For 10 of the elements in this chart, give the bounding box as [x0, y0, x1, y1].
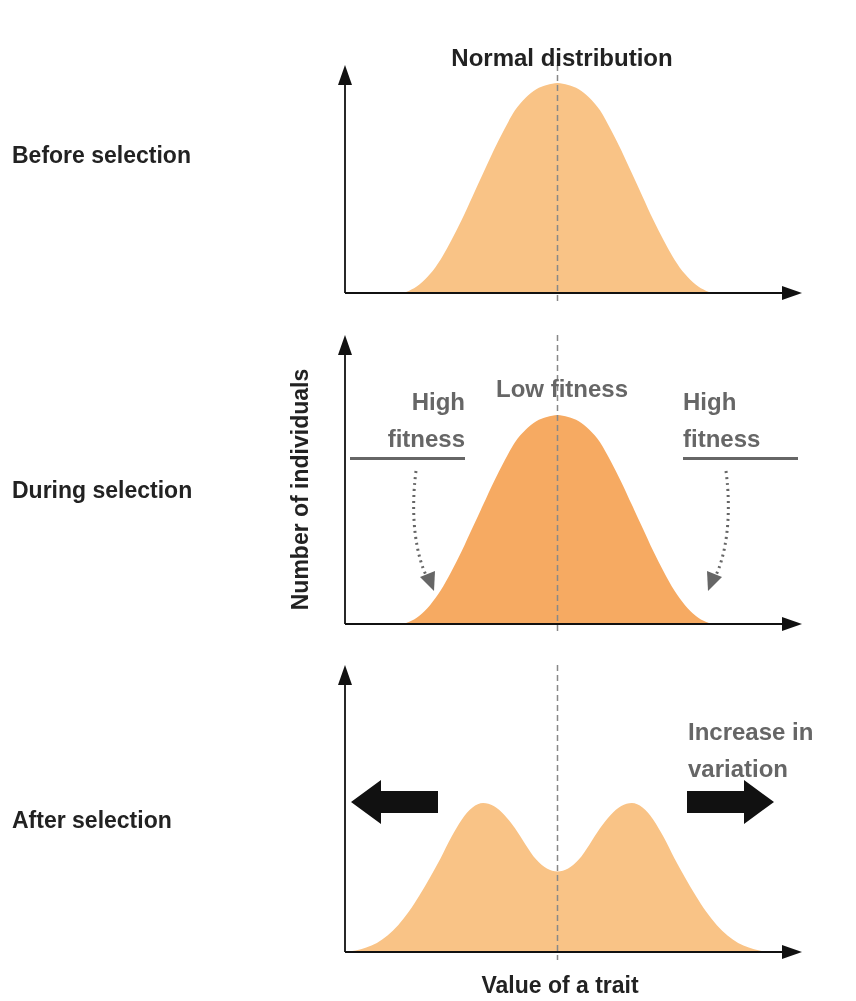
text: Normal distribution [450, 43, 674, 73]
y-axis-title: Number of individuals [286, 367, 314, 613]
text: During selection [12, 476, 193, 504]
annotation: High fitness [350, 383, 465, 460]
text: Before selection [12, 141, 191, 169]
text: Low fitness [495, 375, 628, 402]
text: After selection [12, 806, 172, 834]
annotation: High fitness [683, 383, 798, 460]
x-axis-title: Value of a trait [480, 972, 640, 999]
text: Increase in variation [688, 717, 815, 784]
